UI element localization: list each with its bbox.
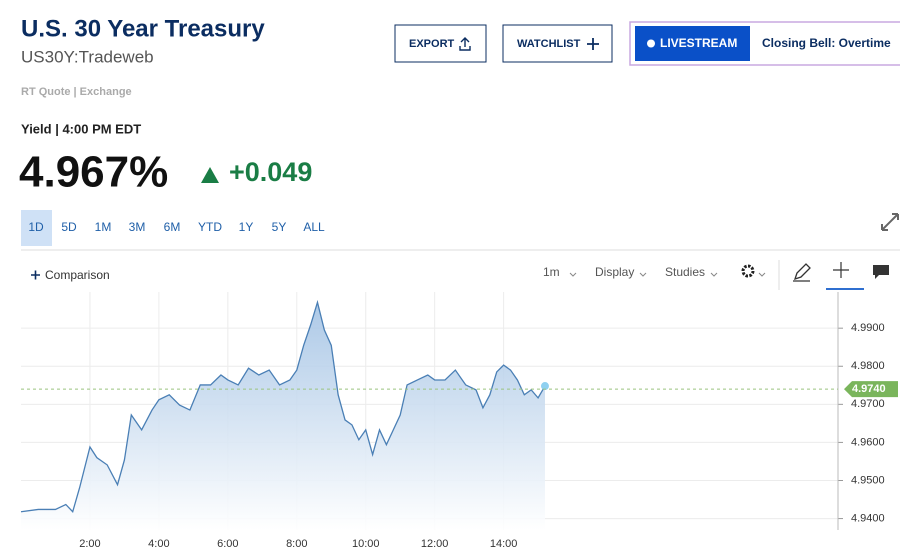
range-tab[interactable]: 5Y [272,220,287,234]
chevron [639,272,647,277]
title: U.S. 30 Year Treasury [21,15,265,42]
comment-icon[interactable] [873,265,889,279]
livestream-panel[interactable]: LIVESTREAM Closing Bell: Overtime [629,21,900,66]
range-tab[interactable]: 6M [164,220,181,234]
x-tick-label: 8:00 [286,538,307,550]
line [20,299,546,513]
y-tick-label: 4.9900 [851,322,885,334]
watchlist-button[interactable]: WATCHLIST [502,24,613,63]
last-point [540,382,549,391]
interval-select[interactable]: 1m [543,265,560,279]
plot-area: 2:00 4:00 6:00 8:00 10:00 12:00 14:00 4.9400 4.9… [20,292,898,550]
x-tick-label: 6:00 [217,538,238,550]
comparison-plus [31,270,40,280]
last-value-tag [844,381,898,398]
y-tick-label: 4.9500 [851,474,885,486]
range-tab[interactable]: 1M [95,220,112,234]
x-tick-label: 14:00 [490,538,518,550]
settings-icon[interactable] [741,264,766,278]
y-tick-label: 4.9800 [851,360,885,372]
range-tab[interactable]: 3M [129,220,146,234]
expand-icon[interactable] [881,213,899,231]
active-tab [21,210,52,246]
range-tab[interactable]: 5D [61,220,77,234]
watchlist-label: WATCHLIST [517,38,581,50]
range-tab[interactable]: 1Y [239,220,254,234]
y-tick-label: 4.9600 [851,436,885,448]
range-tab[interactable]: 1D [28,220,44,234]
y-tick-label: 4.9700 [851,398,885,410]
area-fill [21,302,545,530]
quote-label: Yield | 4:00 PM EDT [21,121,141,136]
symbol: US30Y:Tradeweb [21,47,154,66]
range-tab[interactable]: ALL [303,220,325,234]
x-tick-label: 10:00 [352,538,380,550]
x-tick-label: 12:00 [421,538,449,550]
quote-change: +0.049 [229,157,312,187]
display-menu[interactable]: Display [595,265,634,279]
livestream-show: Closing Bell: Overtime [762,36,891,50]
studies-menu[interactable]: Studies [665,265,705,279]
up-arrow [201,167,219,183]
chevron [710,272,718,277]
range-tabs: 1D 5D 1M 3M 6M YTD 1Y 5Y ALL [21,210,325,246]
export-button[interactable]: EXPORT [394,24,487,63]
range-tab[interactable]: YTD [198,220,222,234]
y-tick-label: 4.9400 [851,512,885,524]
comparison-button[interactable]: Comparison [45,268,110,282]
last-value-label: 4.9740 [852,383,886,395]
x-tick-label: 4:00 [148,538,169,550]
livestream-label: LIVESTREAM [660,36,737,50]
draw-icon[interactable] [793,263,811,282]
quote-value: 4.967% [19,148,168,197]
export-label: EXPORT [409,38,455,50]
x-tick-label: 2:00 [79,538,100,550]
quote-source: RT Quote | Exchange [21,86,132,98]
crosshair-icon[interactable] [833,262,849,278]
chevron [569,272,577,277]
